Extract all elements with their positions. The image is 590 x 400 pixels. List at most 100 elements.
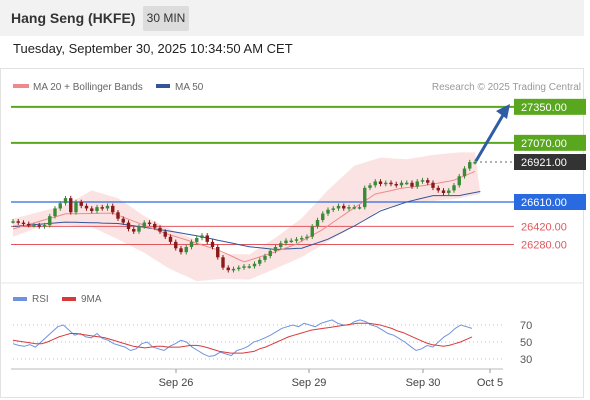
candle-body [27,223,31,226]
x-tick-label: Oct 5 [477,377,503,389]
candle-body [137,226,141,232]
candle-body [163,231,167,237]
candle-body [247,266,251,268]
ma20-legend-label: MA 20 + Bollinger Bands [33,82,143,93]
candle-body [357,207,362,209]
candle-body [342,205,346,209]
candle-body [37,225,41,227]
bollinger-band [13,152,481,282]
candle-body [231,268,236,271]
candle-body [42,225,47,227]
candle-body [221,257,225,268]
ma20-legend-swatch [13,84,29,88]
price-chart: 27350.00 27070.00 26921.00 26610.00 26420.00… [11,98,586,282]
candle-body [289,240,293,243]
level-label-27070.00: 27070.00 [521,138,567,150]
candle-body [90,208,94,212]
candle-body [405,182,409,185]
candle-body [263,256,267,260]
candle-body [174,241,178,249]
timeframe-badge[interactable]: 30 MIN [143,6,189,31]
candle-body [252,263,257,267]
timestamp: Tuesday, September 30, 2025 10:34:50 AM … [13,41,293,56]
rsi-ma-line [12,322,473,354]
candle-body [158,227,162,232]
rsi-tick-label: 70 [520,320,532,332]
forecast-arrow-shaft [474,109,508,162]
candle-body [147,222,152,225]
candle-body [32,225,36,227]
candle-body [58,203,62,209]
candle-body [473,162,477,164]
candle-body [352,207,356,209]
rsi-line [12,319,473,357]
candle-body [431,182,435,188]
rsi-chart: 70 50 30 [12,319,532,366]
candle-body [53,208,57,217]
candle-body [237,267,241,270]
ma50-legend-swatch [156,84,170,88]
candle-body [273,247,278,251]
rsi-legend-swatch [13,297,27,301]
candle-body [100,207,104,209]
candle-body [210,241,215,248]
candle-body [111,205,115,213]
candle-body [300,238,304,240]
ma50-line [12,191,481,251]
rsi-ma-legend-label: 9MA [81,294,102,305]
candle-body [347,207,351,209]
candle-body [331,208,335,210]
level-label-27350.00: 27350.00 [521,102,567,114]
candle-body [126,222,131,230]
level-badge-27070.00 [514,134,586,151]
candle-body [373,181,377,186]
candle-body [426,180,430,183]
candle-body [321,213,325,221]
candle-body [226,267,230,271]
candle-body [179,248,183,253]
candle-body [205,235,209,242]
level-label-26921.00: 26921.00 [521,157,567,169]
candle-body [410,182,414,187]
candle-body [384,182,388,185]
candle-body [116,212,120,219]
ma50-legend-label: MA 50 [175,82,204,93]
candle-body [336,205,341,209]
candle-body [153,223,157,228]
candle-body [74,202,78,213]
candle-body [142,222,146,227]
candle-body [168,236,173,242]
candle-body [268,250,272,257]
candle-body [95,207,99,212]
instrument-title: Hang Seng (HKFE) [11,10,136,26]
candle-body [63,198,68,204]
candle-body [200,235,204,239]
x-tick-label: Sep 29 [292,377,327,389]
candle-body [394,183,398,186]
rsi-tick-label: 30 [520,354,532,366]
candle-body [457,176,461,186]
candle-body [399,182,404,186]
candle-body [368,185,372,188]
candle-body [84,205,89,209]
candle-body [326,209,330,214]
candle-body [294,239,299,241]
candle-body [21,222,26,225]
candle-body [468,162,472,169]
candle-body [189,241,194,248]
candle-body [315,220,320,227]
candle-body [242,266,246,268]
chart-frame [0,68,584,398]
candle-body [121,218,125,223]
candle-body [452,185,456,191]
candle-body [11,221,15,223]
candle-body [216,247,220,258]
rsi-ma-legend-swatch [62,297,76,301]
level-label-26420.00: 26420.00 [521,221,567,233]
rsi-legend-label: RSI [32,294,49,305]
chart-header: Hang Seng (HKFE) 30 MIN [0,0,584,36]
candle-body [389,182,393,185]
candle-body [436,187,440,191]
level-badge-26610.00 [514,194,586,210]
